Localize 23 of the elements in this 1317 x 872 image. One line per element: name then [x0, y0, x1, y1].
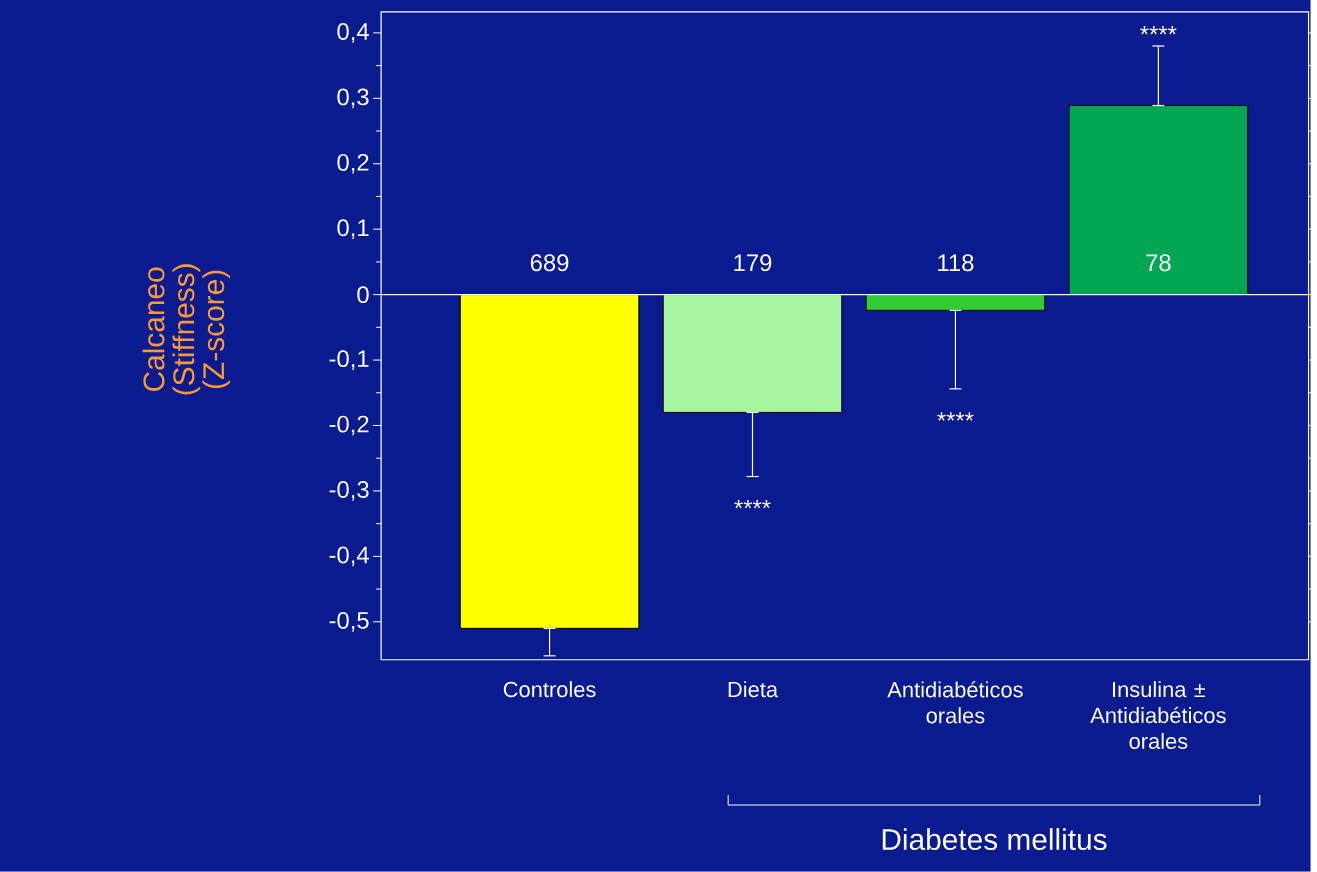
x-tick-label: Antidiabéticos orales	[887, 681, 1023, 724]
y-tick-label: 0,4	[337, 23, 369, 43]
annotation: 118	[938, 254, 974, 272]
annotation: ****	[937, 412, 974, 421]
y-tick-label: -0,3	[329, 481, 369, 501]
y-tick-label: -0,5	[329, 612, 369, 632]
x-tick-label: Controles	[503, 681, 596, 698]
y-axis-title: Calcaneo (Stiffness) (Z-score)	[142, 264, 231, 395]
annotation: ****	[1140, 26, 1177, 35]
y-tick-label: 0,1	[337, 219, 369, 240]
y-tick-label: -0,4	[329, 546, 369, 567]
annotation: ****	[734, 500, 771, 509]
x-tick-label: Insulina ± Antidiabéticos orales	[1090, 681, 1226, 750]
y-tick-label: 0,3	[337, 88, 369, 109]
text: Diabetes mellitus	[882, 828, 1107, 851]
annotation: 689	[530, 254, 569, 272]
x-tick-label: Dieta	[728, 681, 779, 698]
y-tick-label: 0	[357, 286, 369, 304]
y-tick-label: 0,2	[337, 154, 369, 174]
annotation: 179	[734, 254, 772, 272]
y-tick-label: -0,1	[329, 350, 369, 371]
y-tick-label: -0,2	[329, 415, 369, 436]
annotation: 78	[1146, 254, 1171, 272]
